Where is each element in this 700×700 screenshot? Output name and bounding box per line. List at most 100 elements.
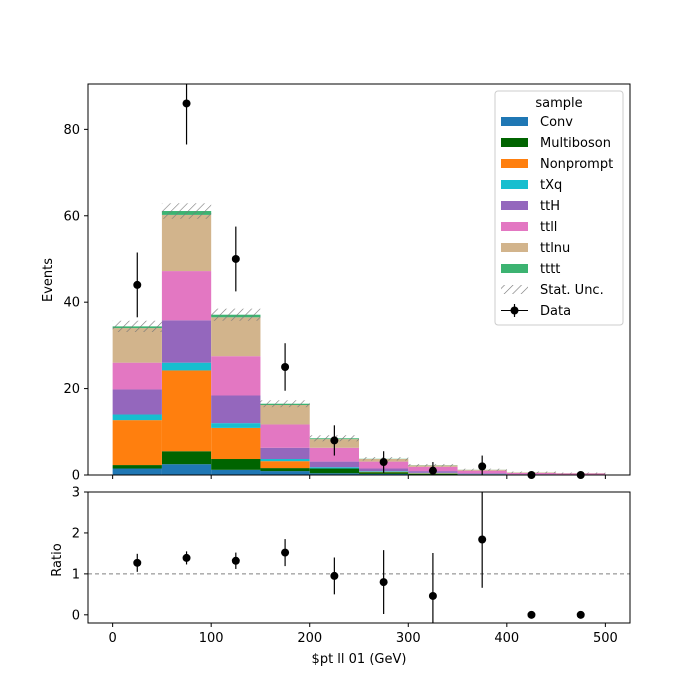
legend-label-data: Data (540, 304, 571, 319)
legend: sample Conv Multiboson Nonprompt tXq ttH ttll… (494, 90, 624, 326)
ratio-point-8 (527, 610, 536, 619)
bar-tth-0 (112, 389, 162, 415)
legend-label-tttt: tttt (540, 262, 560, 277)
x-tick-label-100: 100 (199, 631, 224, 646)
bar-txq-2 (211, 423, 261, 428)
bar-multiboson-0 (112, 465, 162, 469)
x-tick-label-0: 0 (108, 631, 116, 646)
bar-nonprompt-0 (112, 420, 162, 466)
x-tick-label-400: 400 (494, 631, 519, 646)
legend-swatch-stat-unc (501, 285, 528, 294)
ratio-point-2 (231, 556, 240, 565)
data-point-3 (281, 362, 290, 371)
legend-swatch-conv (501, 117, 528, 126)
legend-swatch-txq (501, 180, 528, 189)
data-point-0 (133, 280, 142, 289)
y-tick-label-40: 40 (63, 296, 80, 311)
legend-swatch-tttt (501, 264, 528, 273)
bar-txq-4 (309, 467, 359, 469)
bar-ttll-3 (260, 424, 310, 448)
bar-txq-3 (260, 459, 310, 462)
ratio-y-ticks: 0 1 2 3 (72, 486, 88, 623)
bar-tth-1 (161, 320, 212, 363)
data-point-7 (478, 462, 487, 471)
bar-ttll-2 (211, 356, 261, 396)
x-tick-label-300: 300 (396, 631, 421, 646)
ratio-y-tick-label-1: 1 (72, 567, 80, 582)
bar-multiboson-1 (161, 451, 212, 465)
y-tick-label-80: 80 (63, 123, 80, 138)
bar-conv-5 (359, 473, 409, 475)
legend-items: Conv Multiboson Nonprompt tXq ttH ttll ttlnu tt… (501, 115, 613, 319)
x-tick-label-500: 500 (593, 631, 618, 646)
data-point-5 (379, 458, 388, 467)
legend-label-multiboson: Multiboson (540, 136, 611, 151)
data-point-1 (182, 99, 191, 108)
legend-swatch-nonprompt (501, 159, 528, 168)
legend-label-ttll: ttll (540, 220, 557, 235)
legend-label-conv: Conv (540, 115, 573, 130)
bar-nonprompt-2 (211, 427, 261, 460)
bar-nonprompt-3 (260, 461, 310, 469)
legend-swatch-multiboson (501, 138, 528, 147)
bar-conv-2 (211, 469, 261, 475)
ratio-point-9 (576, 610, 585, 619)
ratio-points (133, 492, 585, 623)
stat-unc-band-1 (161, 203, 212, 219)
ratio-x-ticks: 0 100 200 300 400 500 (108, 623, 618, 646)
stat-unc-band-2 (211, 308, 261, 321)
bar-multiboson-4 (309, 468, 359, 474)
bar-conv-3 (260, 471, 310, 475)
bar-ttll-0 (112, 362, 162, 390)
bar-ttlnu-3 (260, 405, 310, 425)
legend-label-stat-unc: Stat. Unc. (540, 283, 604, 298)
bar-txq-1 (161, 362, 212, 371)
bar-txq-0 (112, 414, 162, 421)
bar-ttll-1 (161, 271, 212, 321)
stat-unc-band-3 (260, 400, 310, 408)
ratio-y-tick-label-0: 0 (72, 608, 80, 623)
bar-multiboson-3 (260, 468, 310, 472)
y-tick-label-20: 20 (63, 382, 80, 397)
ratio-point-4 (330, 571, 339, 580)
legend-label-nonprompt: Nonprompt (540, 157, 613, 172)
ratio-plot-area (88, 492, 630, 623)
legend-swatch-tth (501, 201, 528, 210)
legend-label-tth: ttH (540, 199, 560, 214)
bar-ttlnu-1 (161, 214, 212, 272)
y-axis-label: Events (41, 258, 56, 302)
stat-unc-band-0 (112, 320, 162, 332)
legend-title: sample (535, 96, 582, 111)
bar-conv-1 (161, 464, 212, 475)
ratio-point-7 (478, 535, 487, 544)
data-point-4 (330, 436, 339, 445)
ratio-point-3 (281, 548, 290, 557)
x-axis-label: $pt ll 01 (GeV) (312, 652, 407, 667)
bar-multiboson-5 (359, 472, 409, 474)
bar-conv-0 (112, 468, 162, 475)
legend-swatch-ttll (501, 222, 528, 231)
bar-ttlnu-2 (211, 317, 261, 357)
ratio-point-6 (428, 591, 437, 600)
y-tick-label-0: 0 (72, 469, 80, 484)
ratio-point-5 (379, 578, 388, 587)
bar-multiboson-2 (211, 459, 261, 470)
ratio-y-axis-label: Ratio (50, 543, 65, 576)
ratio-point-0 (133, 558, 142, 567)
legend-swatch-ttlnu (501, 243, 528, 252)
main-y-ticks: 0 20 40 60 80 (63, 123, 88, 484)
ratio-y-tick-label-3: 3 (72, 486, 80, 501)
data-point-6 (428, 466, 437, 475)
ratio-axes-frame (87, 491, 631, 624)
bar-tth-4 (309, 461, 359, 468)
x-tick-label-200: 200 (297, 631, 322, 646)
bar-tth-3 (260, 447, 310, 460)
legend-label-txq: tXq (540, 178, 562, 193)
ratio-y-tick-label-2: 2 (72, 526, 80, 541)
data-point-2 (231, 254, 240, 263)
bar-conv-4 (309, 473, 359, 475)
bar-tth-2 (211, 395, 261, 424)
ratio-panel: 0 1 2 3 0 100 200 300 400 500 Ratio $pt ll 01 (G… (50, 486, 631, 667)
legend-swatch-data (510, 306, 519, 315)
